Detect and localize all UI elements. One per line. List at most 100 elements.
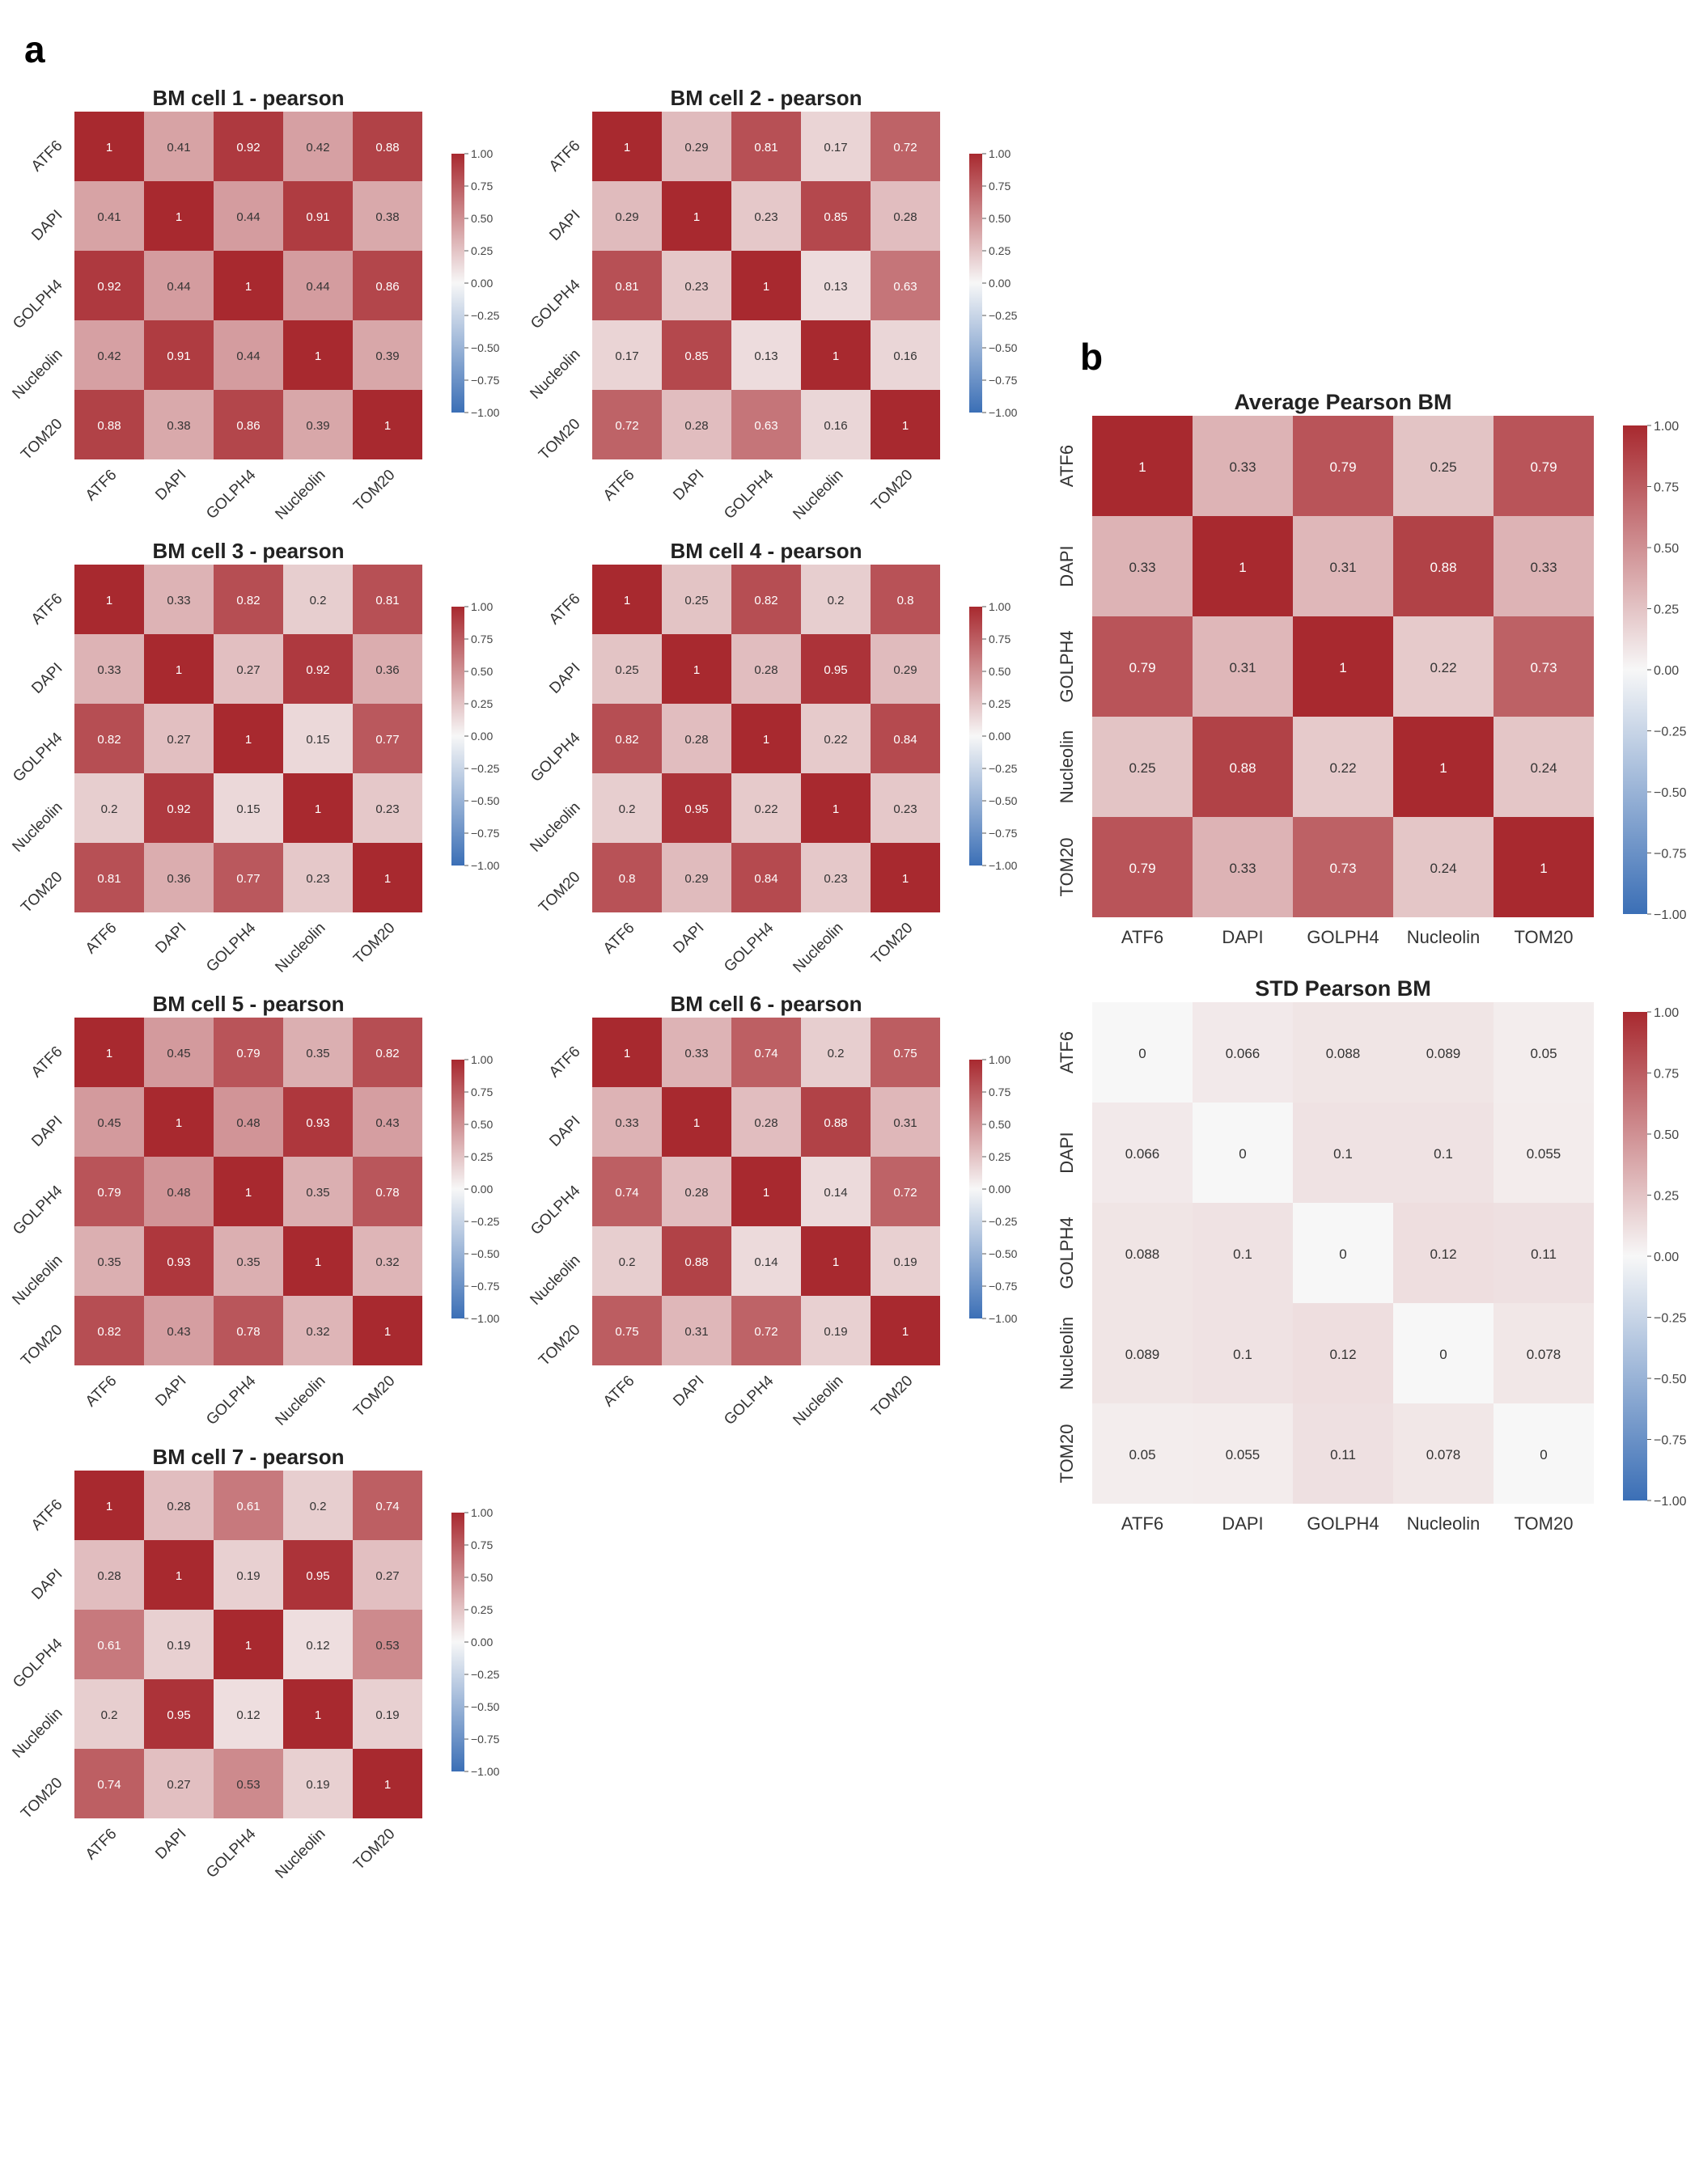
colorbar-tick-label: 0.00 bbox=[1654, 1251, 1679, 1264]
colorbar-tick-label: 0.50 bbox=[1654, 542, 1679, 556]
heatmap-cell bbox=[801, 634, 871, 704]
cell-value-label: 1 bbox=[245, 1186, 252, 1200]
cell-value-label: 0.33 bbox=[1229, 459, 1256, 475]
cell-value-label: 0 bbox=[1138, 1046, 1146, 1061]
cell-value-label: 0.48 bbox=[236, 1116, 260, 1130]
cell-value-label: 0.1 bbox=[1233, 1246, 1252, 1262]
cell-value-label: 0.11 bbox=[1531, 1246, 1557, 1262]
cell-value-label: 0.61 bbox=[97, 1639, 121, 1653]
cell-value-label: 0.79 bbox=[97, 1186, 121, 1200]
cell-value-label: 0.74 bbox=[375, 1500, 399, 1513]
heatmap-cell bbox=[801, 704, 871, 773]
x-tick-label: TOM20 bbox=[350, 467, 398, 514]
colorbar-tick-label: −1.00 bbox=[471, 1765, 500, 1778]
cell-value-label: 0.61 bbox=[236, 1500, 260, 1513]
heatmap-cell bbox=[1293, 817, 1393, 917]
cell-value-label: 0 bbox=[1339, 1246, 1346, 1262]
heatmap-cell bbox=[74, 390, 144, 459]
heatmap-cell bbox=[592, 112, 662, 181]
heatmap-cell bbox=[871, 1157, 940, 1226]
cell-value-label: 0.88 bbox=[97, 419, 121, 433]
heatmap-cell bbox=[214, 320, 283, 390]
colorbar-tick-label: −0.75 bbox=[1654, 848, 1687, 861]
cell-value-label: 0.28 bbox=[684, 1186, 708, 1200]
colorbar bbox=[451, 607, 464, 866]
heatmap-cell bbox=[871, 112, 940, 181]
x-tick-label: GOLPH4 bbox=[203, 1372, 260, 1428]
heatmap-cell bbox=[731, 1296, 801, 1365]
x-tick-label: ATF6 bbox=[1121, 927, 1163, 947]
cell-value-label: 1 bbox=[315, 349, 321, 363]
colorbar-tick-label: 0.25 bbox=[471, 1150, 493, 1163]
heatmap-cell bbox=[353, 773, 422, 843]
cell-value-label: 0.53 bbox=[375, 1639, 399, 1653]
heatmap-cell bbox=[1494, 616, 1594, 717]
colorbar-tick-label: 0.00 bbox=[471, 1636, 493, 1649]
colorbar-tick-label: −0.25 bbox=[989, 309, 1018, 322]
chart-title: BM cell 5 - pearson bbox=[153, 992, 345, 1016]
cell-value-label: 0.88 bbox=[375, 141, 399, 154]
heatmap-2: BM cell 2 - pearson 1 0.29 0.81 0.17 0.72 0.29… bbox=[527, 86, 1018, 523]
cell-value-label: 0.088 bbox=[1326, 1046, 1361, 1061]
cell-value-label: 0 bbox=[1540, 1447, 1547, 1462]
y-tick-label: ATF6 bbox=[546, 590, 584, 629]
cell-value-label: 0.15 bbox=[306, 733, 329, 747]
cell-value-label: 0.13 bbox=[754, 349, 777, 363]
heatmap-cell bbox=[74, 1540, 144, 1610]
cell-value-label: 0.23 bbox=[893, 802, 917, 816]
cell-value-label: 0.33 bbox=[167, 594, 190, 607]
heatmap-cell bbox=[871, 181, 940, 251]
heatmap-cell bbox=[1193, 817, 1293, 917]
cell-value-label: 0.79 bbox=[1530, 459, 1557, 475]
y-tick-label: Nucleolin bbox=[1057, 1317, 1077, 1390]
heatmap-cell bbox=[144, 1610, 214, 1679]
heatmap-cell bbox=[871, 1296, 940, 1365]
heatmap-cell bbox=[1393, 616, 1494, 717]
heatmap-cell bbox=[1092, 1002, 1193, 1103]
cell-value-label: 0.25 bbox=[1430, 459, 1456, 475]
heatmap-cell bbox=[871, 843, 940, 912]
x-tick-label: GOLPH4 bbox=[203, 919, 260, 976]
y-tick-label: GOLPH4 bbox=[527, 1182, 584, 1238]
y-tick-label: TOM20 bbox=[18, 1775, 66, 1822]
colorbar-tick-label: 0.50 bbox=[471, 1118, 493, 1131]
colorbar-tick-label: 0.50 bbox=[989, 665, 1011, 678]
heatmap-cell bbox=[214, 390, 283, 459]
x-tick-label: DAPI bbox=[152, 1373, 189, 1410]
heatmap-cell bbox=[662, 1018, 731, 1087]
x-tick-label: GOLPH4 bbox=[1307, 1513, 1379, 1534]
heatmap-cell bbox=[283, 1018, 353, 1087]
chart-title: STD Pearson BM bbox=[1255, 976, 1431, 1001]
cell-value-label: 0.1 bbox=[1434, 1146, 1453, 1162]
chart-title: BM cell 6 - pearson bbox=[671, 992, 862, 1016]
heatmap-cell bbox=[871, 773, 940, 843]
heatmap-cell bbox=[662, 704, 731, 773]
cell-value-label: 0.86 bbox=[375, 280, 399, 294]
x-tick-label: DAPI bbox=[670, 1373, 707, 1410]
heatmap-cell bbox=[1092, 516, 1193, 616]
cell-value-label: 1 bbox=[384, 419, 391, 433]
heatmap-cell bbox=[353, 1749, 422, 1818]
cell-value-label: 0.95 bbox=[824, 663, 847, 677]
cell-value-label: 0.43 bbox=[375, 1116, 399, 1130]
cell-value-label: 0.24 bbox=[1430, 861, 1456, 876]
cell-value-label: 0.36 bbox=[375, 663, 399, 677]
heatmap-cell bbox=[662, 112, 731, 181]
heatmap-cell bbox=[871, 390, 940, 459]
cell-value-label: 0.16 bbox=[893, 349, 917, 363]
heatmap-cell bbox=[592, 1087, 662, 1157]
cell-value-label: 0.13 bbox=[824, 280, 847, 294]
colorbar-tick-label: 0.00 bbox=[989, 730, 1011, 743]
heatmap-cell bbox=[871, 1226, 940, 1296]
colorbar-tick-label: −0.25 bbox=[1654, 1312, 1687, 1326]
cell-value-label: 0.35 bbox=[236, 1255, 260, 1269]
y-tick-label: TOM20 bbox=[18, 416, 66, 463]
cell-value-label: 1 bbox=[624, 1047, 630, 1060]
colorbar-tick-label: 0.50 bbox=[989, 212, 1011, 225]
heatmap-cell bbox=[283, 565, 353, 634]
heatmap-cell bbox=[662, 251, 731, 320]
heatmap-cell bbox=[1293, 1203, 1393, 1303]
heatmap-cell bbox=[214, 181, 283, 251]
chart-title: Average Pearson BM bbox=[1234, 390, 1451, 414]
heatmap-4: BM cell 4 - pearson 1 0.25 0.82 0.2 0.8 0.25 1 0… bbox=[527, 539, 1017, 976]
